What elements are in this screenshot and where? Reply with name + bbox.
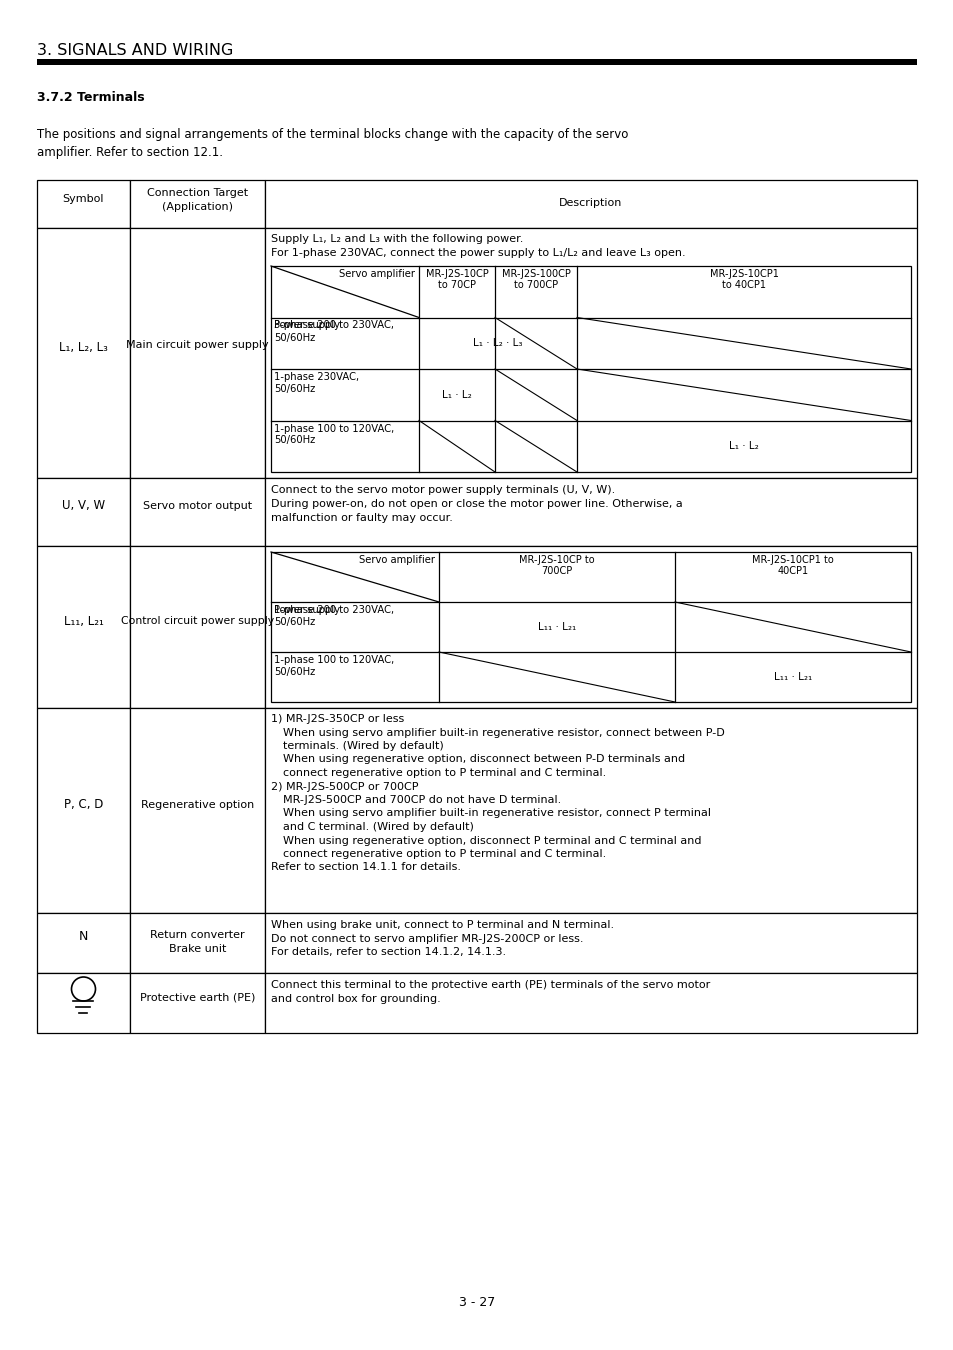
Text: connect regenerative option to P terminal and C terminal.: connect regenerative option to P termina… — [283, 849, 605, 859]
Text: to 70CP: to 70CP — [437, 279, 476, 290]
Bar — [265, 478, 916, 545]
Bar — [37, 180, 130, 228]
Text: Refer to section 14.1.1 for details.: Refer to section 14.1.1 for details. — [271, 863, 460, 872]
Text: 50/60Hz: 50/60Hz — [274, 436, 314, 446]
Bar — [130, 707, 265, 913]
Text: Control circuit power supply: Control circuit power supply — [121, 616, 274, 626]
Text: When using regenerative option, disconnect P terminal and C terminal and: When using regenerative option, disconne… — [283, 836, 700, 845]
Text: Connection Target: Connection Target — [147, 188, 248, 198]
Text: Connect this terminal to the protective earth (PE) terminals of the servo motor: Connect this terminal to the protective … — [271, 980, 709, 990]
Text: 1) MR-J2S-350CP or less: 1) MR-J2S-350CP or less — [271, 714, 404, 724]
Text: Main circuit power supply: Main circuit power supply — [126, 340, 269, 350]
Text: 50/60Hz: 50/60Hz — [274, 383, 314, 394]
Text: 1-phase 230VAC,: 1-phase 230VAC, — [274, 373, 358, 382]
Text: For details, refer to section 14.1.2, 14.1.3.: For details, refer to section 14.1.2, 14… — [271, 946, 506, 957]
Bar — [271, 266, 910, 472]
Text: MR-J2S-10CP: MR-J2S-10CP — [425, 269, 488, 279]
Text: Supply L₁, L₂ and L₃ with the following power.: Supply L₁, L₂ and L₃ with the following … — [271, 234, 523, 244]
Bar — [37, 228, 130, 478]
Text: L₁, L₂, L₃: L₁, L₂, L₃ — [59, 340, 108, 354]
Text: Servo amplifier: Servo amplifier — [358, 555, 435, 566]
Text: 2) MR-J2S-500CP or 700CP: 2) MR-J2S-500CP or 700CP — [271, 782, 418, 791]
Text: For 1-phase 230VAC, connect the power supply to L₁/L₂ and leave L₃ open.: For 1-phase 230VAC, connect the power su… — [271, 248, 685, 258]
Text: The positions and signal arrangements of the terminal blocks change with the cap: The positions and signal arrangements of… — [37, 128, 628, 140]
Text: to 700CP: to 700CP — [514, 279, 558, 290]
Text: 3. SIGNALS AND WIRING: 3. SIGNALS AND WIRING — [37, 43, 233, 58]
Text: U, V, W: U, V, W — [62, 500, 105, 513]
Text: When using servo amplifier built-in regenerative resistor, connect between P-D: When using servo amplifier built-in rege… — [283, 728, 724, 737]
Text: Regenerative option: Regenerative option — [141, 799, 253, 810]
Text: L₁ · L₂: L₁ · L₂ — [441, 390, 472, 400]
Bar — [37, 545, 130, 707]
Text: N: N — [79, 930, 88, 944]
Text: P, C, D: P, C, D — [64, 798, 103, 811]
Bar — [37, 707, 130, 913]
Text: Servo motor output: Servo motor output — [143, 501, 252, 512]
Text: MR-J2S-10CP1: MR-J2S-10CP1 — [709, 269, 778, 279]
Text: 1-phase 100 to 120VAC,: 1-phase 100 to 120VAC, — [274, 655, 394, 666]
Text: 1-phase 200 to 230VAC,: 1-phase 200 to 230VAC, — [274, 605, 394, 616]
Text: Return converter: Return converter — [150, 930, 245, 940]
Bar — [271, 552, 910, 702]
Text: L₁₁ · L₂₁: L₁₁ · L₂₁ — [773, 672, 811, 682]
Text: Do not connect to servo amplifier MR-J2S-200CP or less.: Do not connect to servo amplifier MR-J2S… — [271, 933, 583, 944]
Bar — [265, 180, 916, 228]
Text: MR-J2S-500CP and 700CP do not have D terminal.: MR-J2S-500CP and 700CP do not have D ter… — [283, 795, 560, 805]
Bar — [130, 545, 265, 707]
Text: Description: Description — [558, 198, 622, 208]
Text: Power supply: Power supply — [274, 605, 339, 616]
Bar — [130, 913, 265, 973]
Bar — [130, 180, 265, 228]
Text: Brake unit: Brake unit — [169, 944, 226, 954]
Text: When using servo amplifier built-in regenerative resistor, connect P terminal: When using servo amplifier built-in rege… — [283, 809, 710, 818]
Text: MR-J2S-100CP: MR-J2S-100CP — [501, 269, 570, 279]
Text: L₁ · L₂: L₁ · L₂ — [728, 441, 758, 451]
Text: 3.7.2 Terminals: 3.7.2 Terminals — [37, 90, 145, 104]
Bar — [37, 59, 916, 65]
Text: 40CP1: 40CP1 — [777, 566, 808, 576]
Bar — [265, 545, 916, 707]
Bar — [265, 228, 916, 478]
Text: amplifier. Refer to section 12.1.: amplifier. Refer to section 12.1. — [37, 146, 223, 159]
Bar — [130, 478, 265, 545]
Text: 50/60Hz: 50/60Hz — [274, 617, 314, 626]
Text: and control box for grounding.: and control box for grounding. — [271, 994, 440, 1003]
Text: L₁ · L₂ · L₃: L₁ · L₂ · L₃ — [473, 339, 522, 348]
Bar — [265, 973, 916, 1033]
Text: to 40CP1: to 40CP1 — [721, 279, 765, 290]
Text: 50/60Hz: 50/60Hz — [274, 667, 314, 676]
Text: and C terminal. (Wired by default): and C terminal. (Wired by default) — [283, 822, 474, 832]
Text: Protective earth (PE): Protective earth (PE) — [140, 992, 254, 1002]
Bar — [130, 228, 265, 478]
Text: L₁₁, L₂₁: L₁₁, L₂₁ — [64, 614, 103, 628]
Text: MR-J2S-10CP1 to: MR-J2S-10CP1 to — [751, 555, 833, 566]
Text: MR-J2S-10CP to: MR-J2S-10CP to — [518, 555, 594, 566]
Text: terminals. (Wired by default): terminals. (Wired by default) — [283, 741, 443, 751]
Text: When using brake unit, connect to P terminal and N terminal.: When using brake unit, connect to P term… — [271, 919, 614, 930]
Text: Connect to the servo motor power supply terminals (U, V, W).: Connect to the servo motor power supply … — [271, 485, 615, 495]
Text: Power supply: Power supply — [274, 320, 339, 331]
Bar — [265, 913, 916, 973]
Text: 3 - 27: 3 - 27 — [458, 1296, 495, 1308]
Bar — [37, 478, 130, 545]
Text: 700CP: 700CP — [540, 566, 572, 576]
Bar — [37, 913, 130, 973]
Text: L₁₁ · L₂₁: L₁₁ · L₂₁ — [537, 622, 576, 632]
Text: Servo amplifier: Servo amplifier — [338, 269, 415, 279]
Text: During power-on, do not open or close the motor power line. Otherwise, a: During power-on, do not open or close th… — [271, 500, 682, 509]
Text: 1-phase 100 to 120VAC,: 1-phase 100 to 120VAC, — [274, 424, 394, 433]
Text: 50/60Hz: 50/60Hz — [274, 332, 314, 343]
Bar — [37, 973, 130, 1033]
Text: 3-phase 200 to 230VAC,: 3-phase 200 to 230VAC, — [274, 320, 394, 331]
Text: (Application): (Application) — [162, 202, 233, 212]
Bar — [130, 973, 265, 1033]
Text: malfunction or faulty may occur.: malfunction or faulty may occur. — [271, 513, 453, 522]
Text: connect regenerative option to P terminal and C terminal.: connect regenerative option to P termina… — [283, 768, 605, 778]
Bar — [265, 707, 916, 913]
Text: Symbol: Symbol — [63, 194, 104, 204]
Text: When using regenerative option, disconnect between P-D terminals and: When using regenerative option, disconne… — [283, 755, 684, 764]
